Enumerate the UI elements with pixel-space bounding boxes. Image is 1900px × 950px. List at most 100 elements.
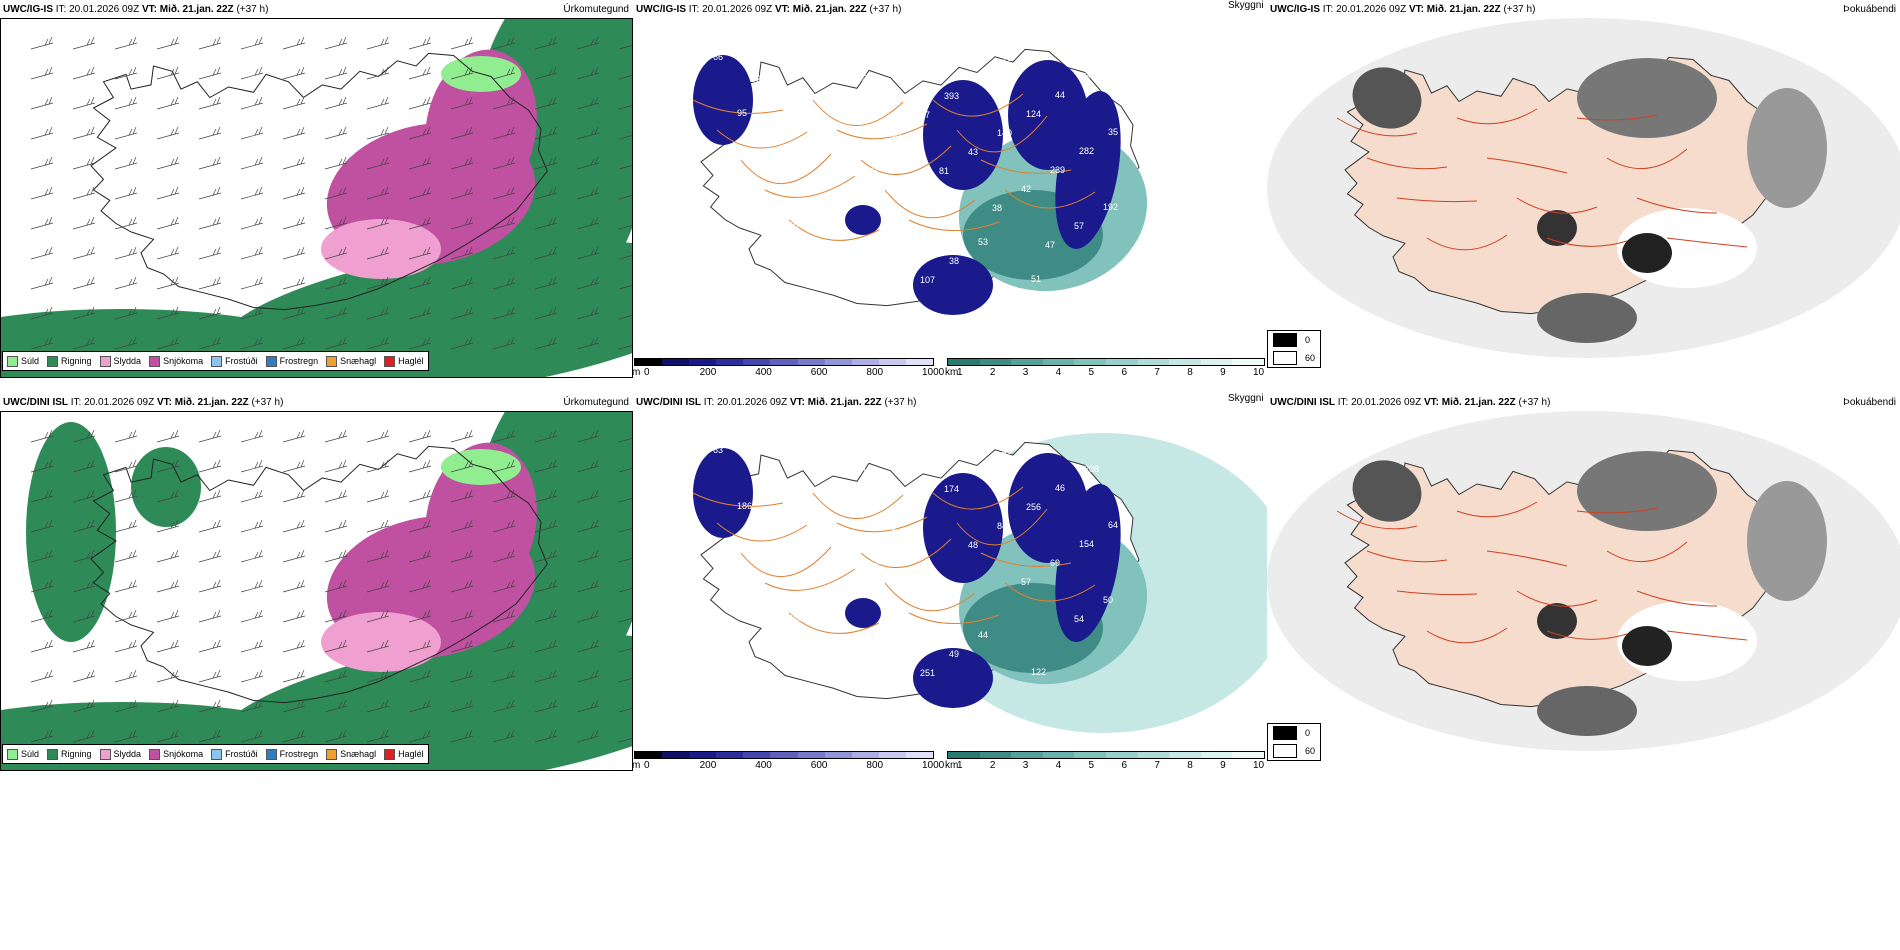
wind-barb [492,336,516,350]
legend-label: 60 [1305,353,1316,363]
wind-barb [366,156,390,170]
wind-barb [534,36,558,50]
wind-barb [534,639,558,653]
ceiling-value-label: 46 [732,576,742,586]
ceiling-value-label: 65 [886,522,896,532]
road-line [812,492,904,519]
colorbar-tick: 800 [866,760,884,771]
legend-label: Rigning [61,749,92,759]
wind-barb [156,669,180,683]
road-line [1486,157,1568,174]
legend-label: Snjókoma [163,749,204,759]
wind-barb [450,519,474,533]
road-line [1004,189,1096,209]
wind-barb [240,276,264,290]
legend-label: 0 [1305,728,1311,738]
colorbar-tick: 200 [699,367,717,378]
road-line [1666,237,1748,248]
wind-barb [198,276,222,290]
wind-barb [492,246,516,260]
colorbar-unit: m [632,760,641,771]
colorbar-tick: 0 [644,760,650,771]
lead: (+37 h) [1503,4,1536,15]
wind-barb [492,36,516,50]
colorbar-tick: 600 [810,760,828,771]
wind-barb [198,186,222,200]
wind-barb [324,156,348,170]
low-ceiling-field [845,205,881,235]
wind-barb [492,429,516,443]
wind-barb [366,489,390,503]
ceiling-value-label: 57 [1074,221,1084,231]
wind-barb [366,36,390,50]
vt-value: Mið. 21.jan. 22Z [1441,397,1516,408]
ceiling-value-label: 256 [833,92,848,102]
wind-barb [366,429,390,443]
wind-barb [240,669,264,683]
wind-barb [366,186,390,200]
wind-barb [240,306,264,320]
wind-barb [576,276,600,290]
panel-title: UWC/IG-IS IT: 20.01.2026 09Z VT: Mið. 21… [1270,4,1535,15]
fog-field [1352,460,1422,522]
colorbar-cell [1200,359,1233,365]
model-name: UWC/DINI ISL [636,397,701,408]
road-line [1004,582,1096,602]
fog-field [1577,451,1717,531]
visibility-colorbar: km 1 2 3 4 5 6 7 8 9 10 [945,358,1265,380]
road-line [1336,117,1418,137]
colorbar-tick: 600 [810,367,828,378]
road-line [884,582,976,612]
ceiling-value-label: 46 [1055,483,1065,493]
road-line [1546,237,1628,247]
ceiling-value-label: 981 [780,55,795,65]
legend-item: Frostúði [211,748,258,760]
vt-label: VT: [156,397,172,408]
wind-barb [534,216,558,230]
wind-barb [450,276,474,290]
legend-label: 0 [1305,335,1311,345]
colorbar-cell [948,752,980,758]
legend-swatch [265,748,277,760]
wind-barb [576,489,600,503]
low-ceiling-field [1055,91,1121,249]
road-line [932,486,1024,510]
wind-barb [72,126,96,140]
wind-barb [408,429,432,443]
legend-item: Slydda [99,748,141,760]
colorbar-cell [689,359,717,365]
fog-map [1267,411,1900,751]
wind-barb [282,276,306,290]
wind-barb [576,549,600,563]
ceiling-value-label: 53 [978,237,988,247]
wind-barb [240,126,264,140]
wind-barb [366,336,390,350]
panel-kind-label: Skyggni [1228,393,1264,404]
wind-barb [534,549,558,563]
wind-barb [240,639,264,653]
wind-barb [198,669,222,683]
wind-barb [156,609,180,623]
wind-barb [576,669,600,683]
wind-barb [450,639,474,653]
precip-type-panel: UWC/DINI ISL IT: 20.01.2026 09Z VT: Mið.… [0,393,633,773]
wind-barb [534,96,558,110]
wind-barb [114,306,138,320]
wind-barb [30,699,54,713]
legend-item: Súld [7,748,39,760]
wind-barb [198,729,222,743]
ceiling-value-label: 64 [1084,71,1094,81]
ceiling-value-label: 210 [862,73,877,83]
colorbar-cell [662,359,690,365]
colorbar-cell [878,752,906,758]
panel-title: UWC/DINI ISL IT: 20.01.2026 09Z VT: Mið.… [3,397,283,408]
colorbar-cell [743,752,771,758]
legend-label: 60 [1305,746,1316,756]
wind-barb [30,549,54,563]
it-label: IT: [1322,4,1334,15]
wind-barb [366,459,390,473]
it-value: 20.01.2026 09Z [84,397,155,408]
ceiling-value-label: 124 [1026,109,1041,119]
road-line [692,492,784,507]
wind-barb [240,96,264,110]
